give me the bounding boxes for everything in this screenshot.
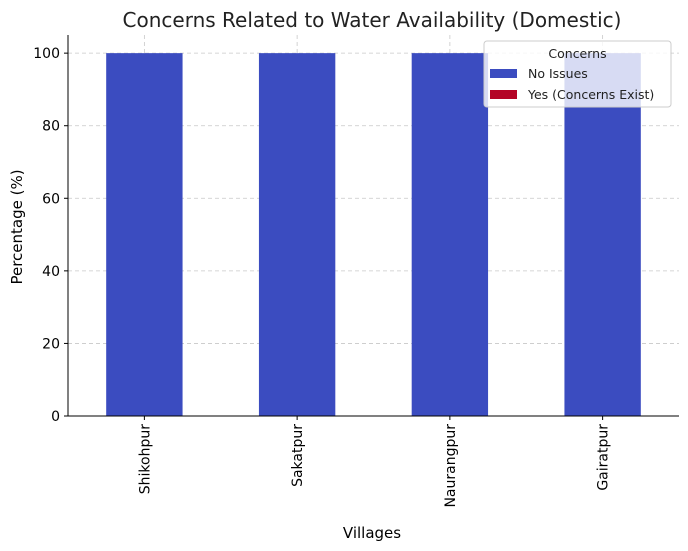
legend-swatch-0 (490, 69, 517, 78)
legend-title: Concerns (548, 46, 606, 61)
x-ticks: Shikohpur Sakatpur Naurangpur Gairatpur (137, 416, 612, 508)
chart-title: Concerns Related to Water Availability (… (123, 8, 622, 32)
y-ticks: 0 20 40 60 80 100 (33, 46, 68, 425)
y-tick-label-4: 80 (42, 119, 60, 135)
axes (67, 35, 679, 417)
x-tick-label-2: Naurangpur (443, 424, 459, 508)
legend-box (483, 40, 672, 108)
y-tick-label-1: 20 (42, 336, 60, 352)
y-tick-label-2: 40 (42, 264, 60, 280)
legend-label-1: Yes (Concerns Exist) (527, 87, 654, 102)
legend: Concerns No Issues Yes (Concerns Exist) (483, 40, 672, 108)
x-tick-label-1: Sakatpur (290, 424, 306, 487)
y-tick-label-0: 0 (51, 409, 60, 425)
bar-shikohpur-0 (106, 53, 183, 417)
x-tick-label-3: Gairatpur (596, 424, 612, 491)
bars (106, 53, 641, 417)
bar-naurangpur-0 (411, 53, 489, 417)
x-tick-label-0: Shikohpur (137, 424, 153, 494)
bar-sakatpur-0 (258, 53, 336, 417)
y-axis-label: Percentage (%) (8, 169, 26, 284)
legend-swatch-1 (490, 90, 517, 99)
bar-gairatpur-0 (564, 53, 641, 417)
x-axis-label: Villages (343, 524, 401, 542)
legend-label-0: No Issues (528, 66, 588, 81)
y-tick-label-5: 100 (33, 46, 60, 62)
y-tick-label-3: 60 (42, 191, 60, 207)
